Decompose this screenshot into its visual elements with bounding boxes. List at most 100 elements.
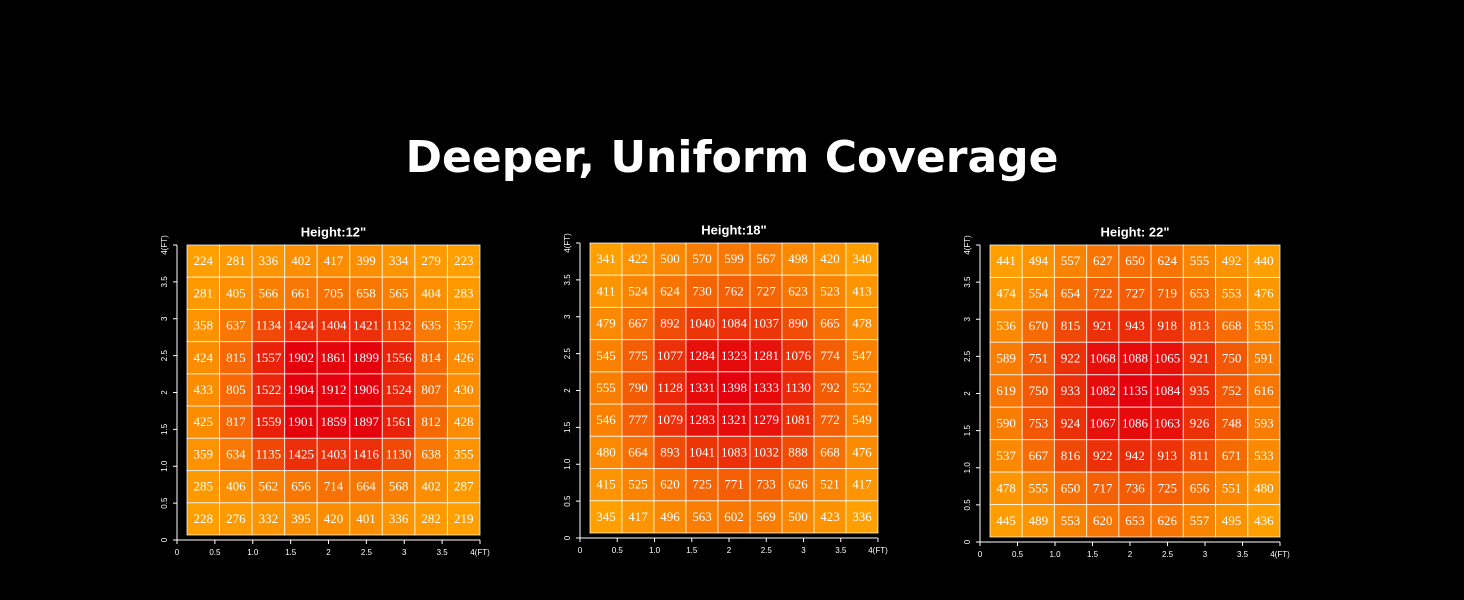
cell-value: 727 — [1125, 286, 1145, 301]
cell-value: 638 — [421, 446, 441, 461]
heat-cell — [1150, 504, 1184, 538]
cell-value: 1416 — [353, 446, 380, 461]
x-tick-label: 3.5 — [835, 546, 847, 555]
cell-value: 551 — [1222, 480, 1242, 495]
heat-cell — [1150, 341, 1184, 376]
cell-value: 358 — [194, 318, 214, 333]
heat-cell — [446, 470, 481, 504]
cell-value: 725 — [1157, 480, 1177, 495]
cell-value: 650 — [1125, 253, 1145, 268]
cell-value: 535 — [1254, 318, 1274, 333]
heat-cell — [781, 242, 815, 276]
heat-cell — [1118, 439, 1152, 473]
cell-value: 1904 — [288, 382, 315, 397]
cell-value: 413 — [852, 283, 872, 298]
heat-cell — [989, 406, 1023, 441]
heat-cell — [1086, 341, 1120, 376]
cell-value: 478 — [852, 316, 872, 331]
cell-value: 224 — [194, 253, 214, 268]
heat-cell — [446, 244, 481, 278]
cell-value: 440 — [1254, 253, 1274, 268]
heat-cell — [219, 244, 253, 278]
x-tick-label: 1.5 — [1087, 550, 1099, 559]
heat-cell — [621, 435, 655, 470]
heat-cell — [186, 244, 221, 278]
y-tick-label: 0 — [963, 539, 972, 544]
cell-value: 1281 — [753, 348, 779, 363]
cell-value: 922 — [1061, 351, 1081, 366]
cell-value: 599 — [724, 251, 744, 266]
heat-cell — [1247, 406, 1281, 441]
cell-value: 1404 — [321, 318, 348, 333]
y-tick-label: 3.5 — [963, 276, 972, 288]
heat-cell — [589, 242, 623, 276]
cell-value: 813 — [1190, 318, 1210, 333]
cell-value: 287 — [454, 479, 474, 494]
heat-cell — [1182, 276, 1217, 311]
cell-value: 417 — [628, 509, 648, 524]
cell-value: 552 — [852, 380, 872, 395]
cell-value: 670 — [1029, 318, 1049, 333]
x-tick-label: 0.5 — [1012, 550, 1024, 559]
heat-cell — [845, 306, 879, 341]
heat-cell — [1118, 309, 1152, 343]
heat-cell — [414, 308, 448, 343]
cell-value: 664 — [628, 444, 648, 459]
cell-value: 771 — [724, 477, 744, 492]
cell-value: 525 — [628, 477, 648, 492]
heat-cell — [349, 437, 383, 472]
cell-value: 399 — [356, 253, 376, 268]
y-tick-label: 0 — [563, 535, 572, 540]
heat-cell — [621, 274, 655, 308]
y-tick-label: 4(FT) — [563, 233, 572, 253]
cell-value: 1897 — [353, 414, 380, 429]
cell-value: 918 — [1157, 318, 1177, 333]
cell-value: 404 — [421, 285, 441, 300]
heat-cell — [589, 274, 623, 308]
cell-value: 661 — [291, 285, 311, 300]
heat-cell — [717, 306, 751, 341]
cell-value: 722 — [1093, 286, 1113, 301]
x-tick-label: 4(FT) — [470, 548, 490, 557]
cell-value: 553 — [1061, 513, 1081, 528]
cell-value: 1040 — [689, 316, 715, 331]
cell-value: 411 — [596, 283, 615, 298]
heat-cell — [749, 403, 783, 437]
cell-value: 402 — [291, 253, 311, 268]
cell-value: 334 — [389, 253, 409, 268]
x-tick-label: 3 — [1203, 550, 1208, 559]
heat-cell — [1182, 374, 1217, 408]
heat-cell — [446, 276, 481, 310]
page-title: Deeper, Uniform Coverage — [406, 132, 1059, 183]
x-tick-label: 2.5 — [1162, 550, 1174, 559]
cell-value: 620 — [660, 477, 680, 492]
heat-cell — [989, 504, 1023, 538]
cell-value: 817 — [226, 414, 246, 429]
heat-cell — [813, 468, 847, 502]
heat-cell — [316, 276, 351, 310]
x-tick-label: 0.5 — [612, 546, 624, 555]
cell-value: 634 — [226, 446, 246, 461]
heat-cell — [781, 371, 815, 405]
cell-value: 593 — [1254, 415, 1274, 430]
cell-value: 547 — [852, 348, 872, 363]
cell-value: 402 — [421, 479, 441, 494]
heat-cell — [717, 435, 751, 470]
heat-cell — [989, 374, 1023, 408]
heat-cell — [717, 468, 751, 502]
cell-value: 479 — [596, 316, 616, 331]
cell-value: 341 — [596, 251, 616, 266]
cell-value: 557 — [1061, 253, 1081, 268]
cell-value: 815 — [1061, 318, 1081, 333]
cell-value: 336 — [852, 509, 872, 524]
cell-value: 714 — [324, 479, 344, 494]
heat-cell — [381, 502, 416, 536]
y-tick-label: 2 — [160, 390, 169, 395]
heat-cell — [1182, 471, 1217, 506]
cell-value: 671 — [1222, 448, 1242, 463]
heat-cell — [219, 470, 253, 504]
cell-value: 1901 — [288, 414, 314, 429]
heat-cell — [1086, 374, 1120, 408]
cell-value: 805 — [226, 382, 246, 397]
